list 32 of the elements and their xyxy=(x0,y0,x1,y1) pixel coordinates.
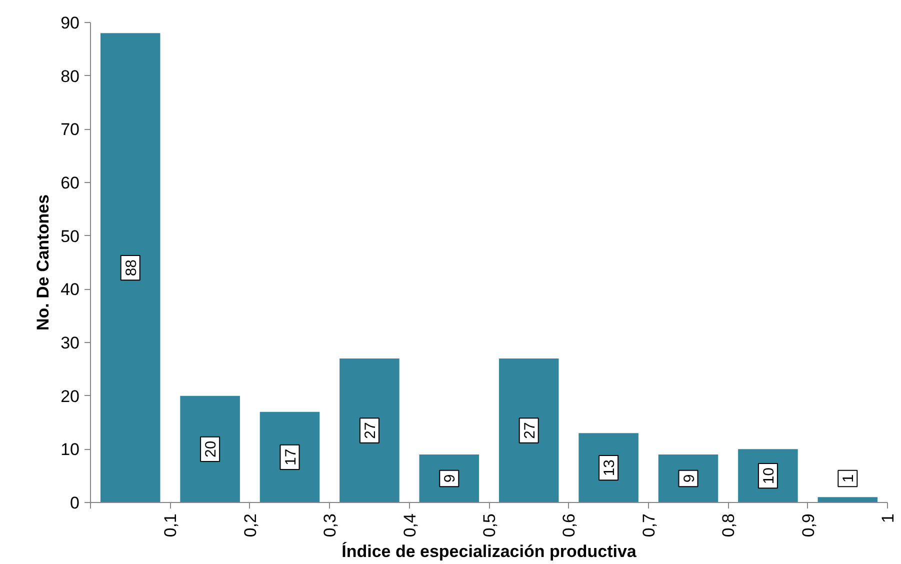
y-tick-label: 40 xyxy=(60,280,80,300)
y-tick-label: 90 xyxy=(60,14,80,32)
x-tick-label: 1 xyxy=(878,513,898,523)
data-label: 10 xyxy=(760,467,778,484)
x-tick-label: 0,9 xyxy=(798,513,818,538)
x-tick-label: 0,7 xyxy=(639,513,658,538)
x-tick-label: 0,4 xyxy=(400,513,420,538)
data-label: 20 xyxy=(202,440,220,458)
y-tick-label: 70 xyxy=(60,120,80,140)
data-label: 27 xyxy=(521,422,538,439)
x-axis-title: Índice de especialización productiva xyxy=(342,541,637,562)
data-label: 88 xyxy=(122,259,140,276)
data-label: 17 xyxy=(282,448,300,466)
data-label: 9 xyxy=(442,474,459,483)
x-tick-label: 0,5 xyxy=(480,513,499,538)
y-tick-label: 10 xyxy=(60,440,80,460)
x-tick-label: 0,8 xyxy=(719,513,738,538)
x-tick-label: 0,2 xyxy=(240,513,260,538)
data-label: 13 xyxy=(601,459,618,476)
x-tick-label: 0,1 xyxy=(161,513,180,538)
y-tick-label: 80 xyxy=(60,66,80,86)
data-label: 27 xyxy=(362,422,379,439)
y-tick-label: 20 xyxy=(60,386,80,406)
x-tick-label: 0,3 xyxy=(320,513,340,538)
y-tick-label: 30 xyxy=(60,334,80,352)
data-label: 9 xyxy=(680,474,698,483)
data-label: 1 xyxy=(840,474,858,483)
x-tick-label: 0,6 xyxy=(560,513,579,538)
y-tick-label: 60 xyxy=(60,174,80,192)
y-tick-label: 0 xyxy=(70,494,80,512)
y-axis-title: No. De Cantones xyxy=(34,194,53,331)
y-tick-label: 50 xyxy=(60,226,80,246)
